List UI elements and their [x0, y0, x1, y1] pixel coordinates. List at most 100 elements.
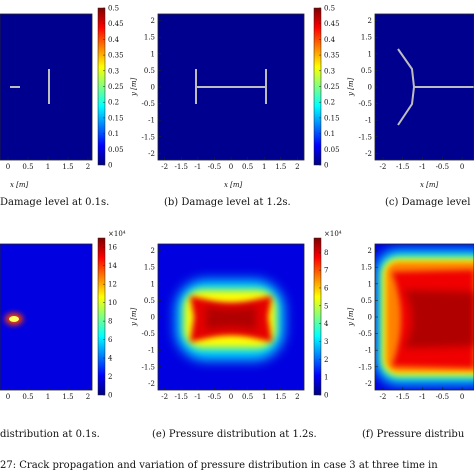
caption: Damage level at 0.1s.: [0, 197, 109, 208]
colorbar-tick-label: 6: [324, 284, 329, 292]
x-tick-label: -1.5: [396, 163, 410, 171]
y-axis-label: y [m]: [130, 77, 138, 97]
colorbar-tick-label: 0.05: [324, 146, 340, 154]
colorbar-tick-label: 0: [324, 392, 328, 400]
y-tick-label: 0.5: [144, 67, 155, 75]
x-tick-label: 1.5: [62, 393, 73, 401]
figure-caption: 27: Crack propagation and variation of p…: [0, 460, 438, 471]
x-tick-label: -1.5: [396, 393, 410, 401]
caption: (b) Damage level at 1.2s.: [164, 197, 291, 208]
x-tick-label: 2: [86, 393, 90, 401]
colorbar-tick-label: 14: [108, 262, 117, 270]
y-tick-label: -0.5: [142, 100, 156, 108]
y-tick-label: 1: [151, 50, 155, 58]
colorbar: [97, 237, 106, 396]
colorbar-tick-label: 0.1: [324, 130, 335, 138]
y-tick-label: -2: [148, 150, 155, 158]
x-ticks: -2 -1.5 -1 -0.5 0 0.5 1 1.5 2: [161, 157, 300, 171]
y-tick-label: -2: [148, 380, 155, 388]
pressure-core-dark: [404, 290, 474, 348]
colorbar-tick-label: 0.1: [108, 130, 119, 138]
panel-b: 00.050.10.150.20.250.30.350.40.450.5 -2-…: [130, 5, 340, 209]
x-ticks: -2 -1.5 -1 -0.5 0: [380, 387, 464, 401]
caption: (c) Damage level: [385, 197, 470, 208]
y-axis-label: y [m]: [347, 77, 355, 97]
x-ticks: 0 0.5 1 1.5 2: [6, 157, 90, 171]
colorbar-exponent: ×10⁴: [108, 230, 126, 238]
x-tick-label: -2: [161, 163, 168, 171]
colorbar-tick-label: 12: [108, 281, 117, 289]
y-tick-label: 0: [368, 84, 372, 92]
colorbar-tick-label: 2: [324, 356, 328, 364]
y-axis-label: y [m]: [130, 307, 138, 327]
panel-c: -2 -1.5 -1 -0.5 0 -2 -1.5 -1 -0.5 0 0.5 1 1.5 2 y [m…: [347, 13, 474, 208]
x-tick-label: 0.5: [22, 163, 33, 171]
colorbar-tick-label: 0.5: [324, 5, 335, 13]
y-tick-label: -2: [365, 380, 372, 388]
x-tick-label: -0.5: [208, 393, 222, 401]
colorbar-ticks: 0 1 2 3 4 5 6 7 8: [319, 249, 329, 400]
y-tick-label: 1: [151, 280, 155, 288]
y-tick-label: -0.5: [142, 330, 156, 338]
pressure-core: [9, 316, 19, 322]
y-tick-label: -1.5: [142, 133, 156, 141]
y-tick-label: 0: [151, 314, 155, 322]
x-tick-label: -1: [194, 163, 201, 171]
x-tick-label: 0: [229, 163, 233, 171]
y-ticks: -2 -1.5 -1 -0.5 0 0.5 1 1.5 2: [359, 17, 378, 158]
panel-d: ×10⁴ 0 2 4 6 8 10 12 14 16 0 0.5 1 1.5 2 distributio…: [0, 230, 126, 440]
x-axis-label: x [m]: [224, 181, 243, 189]
colorbar-tick-label: 0: [108, 162, 112, 170]
colorbar-tick-label: 0.25: [324, 83, 340, 91]
x-tick-label: 0: [460, 393, 464, 401]
colorbar-tick-label: 0.45: [108, 20, 124, 28]
colorbar-tick-label: 5: [324, 302, 328, 310]
x-tick-label: -1: [194, 393, 201, 401]
caption: distribution at 0.1s.: [0, 429, 100, 440]
x-tick-label: 2: [295, 163, 299, 171]
colorbar-tick-label: 0.05: [108, 146, 124, 154]
y-tick-label: -1: [148, 117, 155, 125]
colorbar-tick-label: 7: [324, 267, 328, 275]
colorbar-tick-label: 0.15: [108, 114, 124, 122]
x-ticks: -2 -1.5 -1 -0.5 0 0.5 1 1.5 2: [161, 387, 300, 401]
y-tick-label: 2: [151, 247, 155, 255]
y-tick-label: 1: [368, 50, 372, 58]
y-tick-label: 2: [151, 17, 155, 25]
colorbar-ticks: 0 0.05 0.1 0.15 0.2 0.25 0.3 0.35 0.4 0.45 0.5: [103, 5, 124, 170]
y-tick-label: -1.5: [142, 363, 156, 371]
colorbar-tick-label: 0.4: [324, 36, 336, 44]
colorbar-tick-label: 2: [108, 373, 112, 381]
x-tick-label: 0.5: [22, 393, 33, 401]
x-tick-label: 1: [262, 163, 266, 171]
x-tick-label: 0: [6, 393, 10, 401]
x-tick-label: 2: [86, 163, 90, 171]
colorbar-tick-label: 0.2: [324, 99, 335, 107]
x-tick-label: 1: [262, 393, 266, 401]
colorbar-tick-label: 0.45: [324, 20, 340, 28]
x-tick-label: 1.5: [275, 163, 286, 171]
x-ticks: -2 -1.5 -1 -0.5 0: [380, 157, 464, 171]
x-tick-label: -2: [380, 163, 387, 171]
y-tick-label: -0.5: [359, 100, 373, 108]
y-axis-label: y [m]: [347, 307, 355, 327]
colorbar: [313, 237, 322, 396]
colorbar-tick-label: 0.3: [324, 67, 335, 75]
colorbar-tick-label: 4: [324, 320, 329, 328]
y-tick-label: 1.5: [144, 34, 155, 42]
x-tick-label: -1: [419, 163, 426, 171]
y-tick-label: 1.5: [361, 34, 372, 42]
colorbar-ticks: 0 2 4 6 8 10 12 14 16: [103, 244, 117, 400]
colorbar-tick-label: 16: [108, 244, 117, 252]
y-ticks: -2 -1.5 -1 -0.5 0 0.5 1 1.5 2: [142, 17, 161, 158]
x-tick-label: 0.5: [242, 393, 253, 401]
colorbar-tick-label: 0: [324, 162, 328, 170]
y-tick-label: 2: [368, 247, 372, 255]
colorbar-ticks: 0 0.05 0.1 0.15 0.2 0.25 0.3 0.35 0.4 0.45 0.5: [319, 5, 340, 170]
colorbar-tick-label: 0.35: [324, 52, 340, 60]
colorbar-tick-label: 0: [108, 392, 112, 400]
colorbar-tick-label: 0.4: [108, 36, 120, 44]
x-tick-label: -0.5: [436, 163, 450, 171]
x-tick-label: -0.5: [436, 393, 450, 401]
